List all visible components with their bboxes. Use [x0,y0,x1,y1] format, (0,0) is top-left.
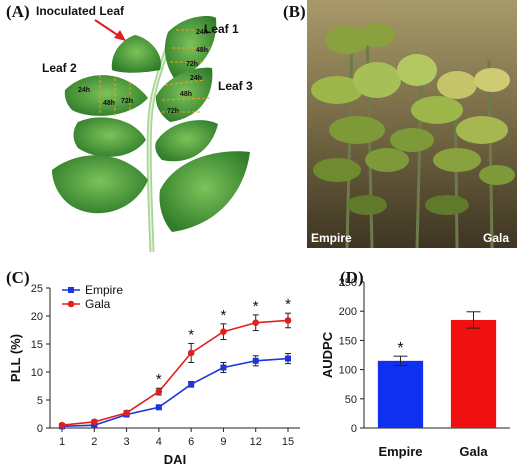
data-point-gala [220,328,227,335]
y-tick-label: 10 [31,367,43,379]
y-tick-label: 100 [339,365,357,377]
x-tick-label: 6 [188,436,194,448]
leaf-1 [164,16,217,81]
leaf2-48h: 48h [103,100,115,107]
leaf-diagram: Inoculated Leaf Leaf 1 Leaf 2 Leaf 3 24h… [36,4,253,253]
legend-label-gala: Gala [85,297,111,311]
data-point-empire [91,422,98,429]
data-point-gala [58,421,66,429]
y-tick-label: 15 [31,339,43,351]
x-axis-label: DAI [164,452,186,466]
leaf1-24h: 24h [196,29,208,36]
data-point-empire [252,357,259,364]
x-tick-label: 12 [250,436,262,448]
data-point-gala [123,409,130,417]
data-point-gala [284,317,292,324]
panel-b-label: (B) [283,2,306,21]
leaf-4 [73,117,146,157]
x-tick-label: 15 [282,436,294,448]
plant-photo: Empire Gala [307,0,517,248]
bar-empire [377,360,424,428]
x-tick-label: 1 [59,436,65,448]
leaf2-24h: 24h [78,87,90,94]
arrow-head-icon [114,30,126,41]
x-tick-label: 3 [124,436,130,448]
data-point-gala [155,388,163,395]
significance-star: * [221,307,227,324]
significance-star: * [285,296,291,313]
leaf2-72h: 72h [121,98,133,105]
x-tick-label: 9 [220,436,226,448]
y-tick-label: 25 [31,283,43,295]
leaf-6 [52,155,148,214]
significance-star: * [188,326,194,343]
panel-a-label: (A) [6,2,30,21]
leaf-7 [159,151,250,232]
series-line-empire [61,357,289,428]
y-axis-label: AUDPC [320,331,335,378]
data-point-gala [252,319,260,327]
y-tick-label: 20 [31,311,43,323]
series-line-gala [61,319,289,426]
photo-caption-gala: Gala [483,231,509,245]
leaf3-24h: 24h [190,75,202,82]
panel-c-label: (C) [6,268,30,287]
x-tick-label: 2 [91,436,97,448]
leaf-3-label: Leaf 3 [218,79,253,93]
photo-caption-empire: Empire [311,231,352,245]
y-tick-label: 5 [37,395,43,407]
data-point-gala [90,418,98,426]
y-tick-label: 250 [339,277,357,289]
leaf3-72h: 72h [167,108,179,115]
inoculated-leaf-label: Inoculated Leaf [36,4,125,18]
legend-marker-empire [68,287,74,293]
significance-star: * [156,371,162,388]
legend-marker-gala [67,300,75,308]
bar-gala [450,319,497,428]
significance-star: * [397,340,403,357]
x-tick-label: Empire [378,444,422,459]
y-tick-label: 0 [351,423,357,435]
leaf1-48h: 48h [196,47,208,54]
leaf-5 [155,120,218,162]
y-tick-label: 200 [339,306,357,318]
leaf3-48h: 48h [180,91,192,98]
leaf-2-label: Leaf 2 [42,61,77,75]
data-point-empire [188,381,195,388]
x-tick-label: 4 [156,436,162,448]
y-tick-label: 0 [37,423,43,435]
data-point-empire [220,364,227,371]
inoculated-leaf [111,35,161,73]
audpc-bar-chart: 0 50 100 150 200 250 AUDPC Empire * Gala [320,277,510,459]
significance-star: * [253,298,259,315]
y-tick-label: 150 [339,335,357,347]
leaf-2 [64,75,148,116]
data-point-gala [187,349,195,357]
y-axis-label: PLL (%) [8,334,23,382]
legend-label-empire: Empire [85,283,123,297]
leaf-1-label: Leaf 1 [204,22,239,36]
data-point-empire [155,404,162,411]
panel-d-label: (D) [340,268,364,287]
y-tick-label: 50 [345,394,357,406]
stem-highlight [148,39,171,253]
data-point-empire [285,355,291,362]
leaf-3 [155,67,213,122]
x-tick-label: Gala [459,444,488,459]
leaf1-72h: 72h [186,61,198,68]
